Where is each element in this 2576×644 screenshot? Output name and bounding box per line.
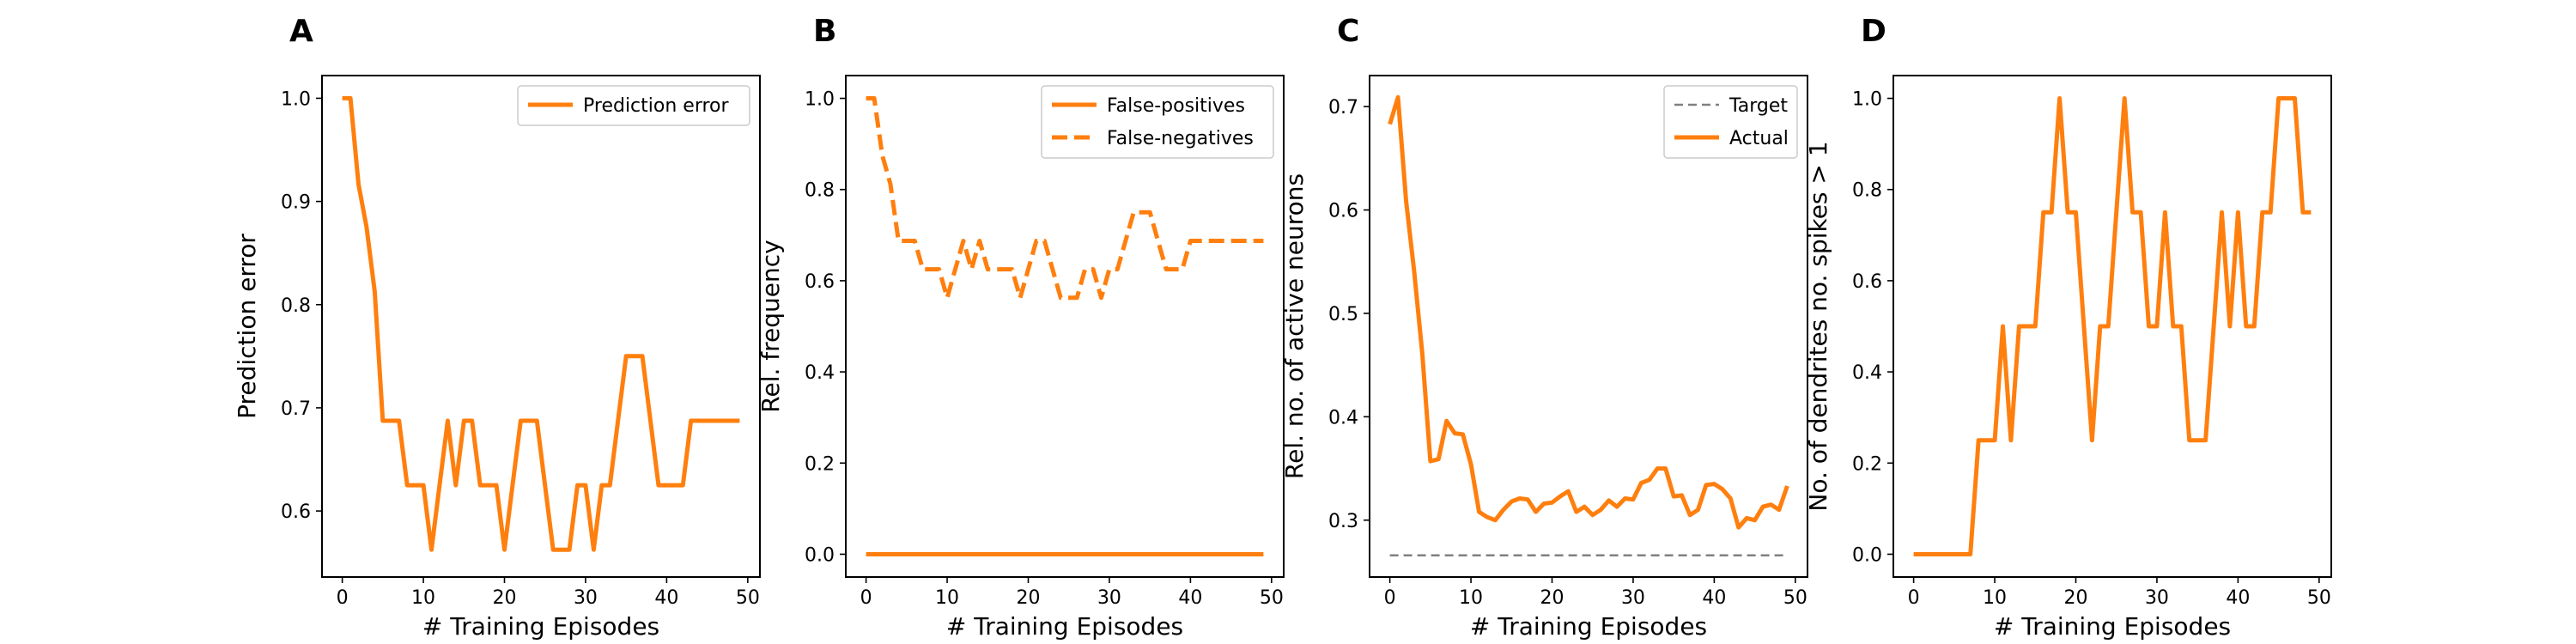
axes-frame	[321, 75, 761, 578]
y-tick-label: 0.7	[281, 398, 311, 420]
x-tick-label: 20	[2064, 587, 2088, 609]
y-tick-label: 0.8	[805, 180, 835, 202]
y-tick-label: 0.4	[1328, 407, 1358, 428]
x-tick-label: 30	[574, 587, 598, 609]
x-tick-label: 30	[1621, 587, 1645, 609]
legend-label: Actual	[1729, 128, 1789, 149]
y-tick-label: 1.0	[1852, 89, 1882, 111]
panel-d: D 0 10 20 30 40 50 0.0 0.2 0.4 0.6 0.8 1.0 # Training…	[1804, 14, 2332, 641]
x-tick-label: 10	[1983, 587, 2007, 609]
y-tick-label: 0.7	[1328, 97, 1358, 118]
x-tick-label: 10	[411, 587, 435, 609]
y-tick-label: 0.6	[1328, 201, 1358, 222]
y-tick-label: 0.2	[805, 453, 835, 475]
series-line-values	[1913, 96, 2312, 556]
panel-letter: B	[813, 14, 836, 49]
y-tick-label: 0.3	[1328, 511, 1358, 532]
x-tick-label: 20	[1540, 587, 1564, 609]
y-tick-label: 0.4	[1852, 362, 1882, 384]
y-tick-label: 0.9	[281, 192, 311, 214]
legend: Target Actual	[1663, 85, 1798, 159]
x-tick-label: 40	[2226, 587, 2250, 609]
legend: Prediction error	[517, 85, 750, 126]
x-tick-label: 50	[2307, 587, 2331, 609]
y-tick-label: 1.0	[281, 88, 311, 110]
x-tick-label: 40	[654, 587, 678, 609]
y-tick-label: 0.2	[1852, 453, 1882, 475]
x-tick-label: 0	[1908, 587, 1920, 609]
y-tick-label: 0.0	[1852, 544, 1882, 566]
x-tick-label: 0	[1384, 587, 1396, 609]
x-axis-label: # Training Episodes	[1470, 612, 1707, 641]
y-tick-label: 1.0	[805, 89, 835, 111]
legend: False-positives False-negatives	[1041, 85, 1274, 159]
x-tick-label: 50	[1783, 587, 1807, 609]
legend-label: False-positives	[1107, 95, 1245, 117]
panel-b: B 0 10 20 30 40 50 0.0 0.2 0.4 0.6 0.8 1.0 # Training…	[756, 14, 1285, 641]
legend-box	[1663, 85, 1798, 159]
x-axis-label: # Training Episodes	[422, 612, 659, 641]
legend-box	[1041, 85, 1274, 159]
x-tick-label: 40	[1178, 587, 1202, 609]
y-tick-label: 0.8	[1852, 180, 1882, 202]
y-tick-label: 0.6	[1852, 271, 1882, 293]
y-tick-label: 0.5	[1328, 304, 1358, 325]
legend-box	[517, 85, 750, 126]
x-tick-label: 0	[337, 587, 349, 609]
panel-a: A 0 10 20 30 40 50 0.6 0.7 0.8 0.9 1.0 # Training Ep…	[233, 14, 761, 641]
x-tick-label: 50	[1260, 587, 1284, 609]
series-line-actual	[1388, 94, 1789, 530]
y-tick-label: 0.6	[805, 271, 835, 293]
x-tick-label: 30	[2145, 587, 2169, 609]
panel-c: C 0 10 20 30 40 50 0.3 0.4 0.5 0.6 0.7 # Training Ep…	[1280, 14, 1808, 641]
legend-label: Target	[1728, 95, 1788, 117]
y-axis-label: Prediction error	[233, 234, 261, 419]
panel-letter: A	[289, 14, 313, 49]
series-line-false-negatives	[866, 96, 1264, 301]
legend-label: False-negatives	[1107, 128, 1254, 149]
y-tick-label: 0.6	[281, 501, 311, 523]
series-line-prediction-error	[342, 95, 740, 552]
x-tick-label: 20	[493, 587, 517, 609]
panel-letter: D	[1861, 14, 1886, 49]
y-tick-label: 0.0	[805, 544, 835, 566]
axes-frame	[1369, 75, 1808, 578]
y-tick-label: 0.4	[805, 362, 835, 384]
x-tick-label: 0	[860, 587, 872, 609]
panel-letter: C	[1337, 14, 1359, 49]
axes-frame	[1893, 75, 2332, 578]
x-tick-label: 20	[1017, 587, 1041, 609]
y-axis-label: Rel. no. of active neurons	[1280, 173, 1309, 479]
y-axis-label: Rel. frequency	[756, 240, 785, 412]
x-tick-label: 50	[736, 587, 760, 609]
x-tick-label: 10	[935, 587, 959, 609]
x-axis-label: # Training Episodes	[946, 612, 1183, 641]
y-tick-label: 0.8	[281, 295, 311, 317]
x-tick-label: 40	[1702, 587, 1726, 609]
y-axis-label: No. of dendrites no. spikes > 1	[1804, 141, 1832, 511]
legend-label: Prediction error	[583, 95, 729, 117]
x-axis-label: # Training Episodes	[1994, 612, 2231, 641]
x-tick-label: 30	[1097, 587, 1121, 609]
axes-frame	[845, 75, 1285, 578]
x-tick-label: 10	[1459, 587, 1483, 609]
